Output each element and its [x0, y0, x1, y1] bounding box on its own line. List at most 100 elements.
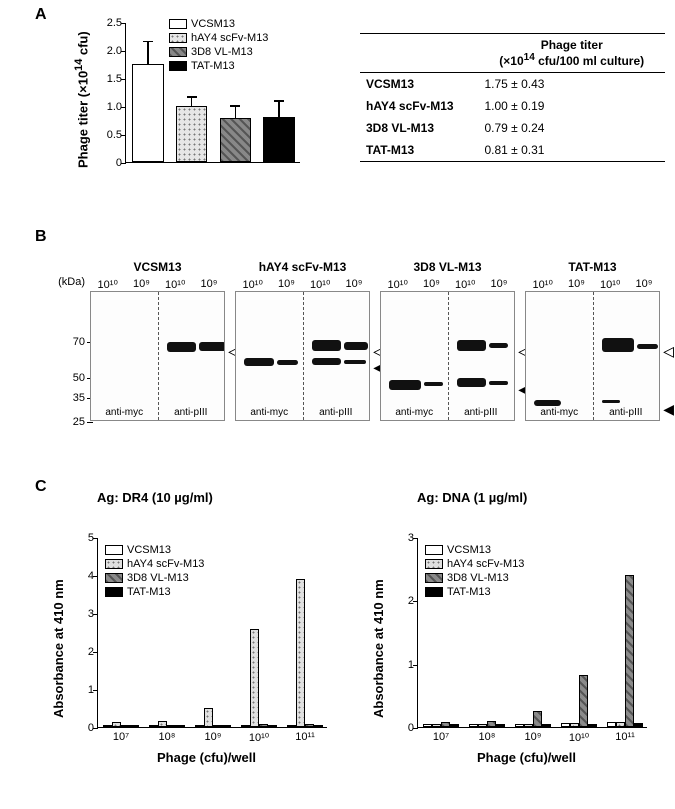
band [344, 342, 368, 350]
table-cell-value: 1.00 ± 0.19 [478, 95, 665, 117]
kda-mark: 25 [73, 416, 85, 428]
legend-item: hAY4 scFv-M13 [425, 558, 524, 570]
blot-group: VCSM1310¹⁰10⁹10¹⁰10⁹anti-mycanti-pIII◁ [90, 260, 225, 421]
bar [130, 725, 139, 727]
phage-titer-bar-chart: Phage titer (×1014 cfu) 00.51.01.52.02.5… [75, 18, 325, 188]
chart-xlabel: Phage (cfu)/well [477, 750, 576, 765]
xtick: 10¹¹ [615, 727, 635, 743]
lane-label: 10¹⁰ [243, 278, 263, 291]
bar [432, 724, 441, 727]
xtick: 10¹¹ [295, 727, 315, 743]
lane-labels: 10¹⁰10⁹10¹⁰10⁹ [380, 278, 515, 291]
table-header-titer: Phage titer (×1014 cfu/100 ml culture) [478, 34, 665, 73]
xtick: 10¹⁰ [569, 727, 589, 744]
legend-item: TAT-M13 [169, 60, 268, 72]
bar [441, 722, 450, 727]
anti-myc-label: anti-myc [91, 407, 158, 418]
band [457, 378, 487, 387]
bar [496, 724, 505, 727]
bar [616, 722, 625, 727]
bar [121, 725, 130, 727]
anti-myc-label: anti-myc [236, 407, 303, 418]
band [167, 342, 197, 352]
legend-item: TAT-M13 [105, 586, 204, 598]
legend-label: hAY4 scFv-M13 [447, 558, 524, 570]
legend-label: 3D8 VL-M13 [447, 572, 509, 584]
bar [579, 675, 588, 727]
legend-item: hAY4 scFv-M13 [105, 558, 204, 570]
hdr-post: cfu/100 ml culture) [535, 54, 644, 68]
bar [195, 725, 204, 727]
chart-title: Ag: DNA (1 µg/ml) [417, 490, 527, 505]
anti-piii-label: anti-pIII [158, 407, 225, 418]
panel-b: (kDa) 70503525 VCSM1310¹⁰10⁹10¹⁰10⁹anti-… [35, 230, 665, 460]
blot-group: 3D8 VL-M1310¹⁰10⁹10¹⁰10⁹anti-mycanti-pII… [380, 260, 515, 421]
ylabel-text-2: cfu) [75, 31, 90, 58]
chart-ylabel: Absorbance at 410 nm [371, 579, 386, 718]
legend-label: hAY4 scFv-M13 [191, 32, 268, 44]
chart-a-legend: VCSM13 hAY4 scFv-M13 3D8 VL-M13 TAT-M13 [169, 18, 268, 74]
bar [213, 725, 222, 727]
bar [259, 724, 268, 727]
table-cell-name: TAT-M13 [360, 139, 478, 162]
hdr-pre: (×10 [499, 54, 523, 68]
bar [533, 711, 542, 727]
xtick: 10¹⁰ [249, 727, 269, 744]
band [424, 382, 443, 386]
lane-label: 10⁹ [345, 278, 362, 291]
blot-title: TAT-M13 [525, 260, 660, 274]
legend-swatch [169, 19, 187, 29]
chart-xlabel: Phage (cfu)/well [157, 750, 256, 765]
bar-VCSM13 [132, 64, 164, 162]
band [602, 338, 634, 352]
legend-label: VCSM13 [191, 18, 235, 30]
legend-swatch [425, 587, 443, 597]
bar [524, 724, 533, 727]
bar [487, 721, 496, 727]
lane-label: 10⁹ [490, 278, 507, 291]
anti-piii-label: anti-pIII [448, 407, 515, 418]
blot-bottom-labels: anti-mycanti-pIII [526, 407, 659, 418]
bar [268, 725, 277, 727]
band [489, 343, 508, 348]
bar [241, 725, 250, 727]
band [602, 400, 621, 403]
band [637, 344, 659, 349]
band [344, 360, 366, 364]
legend-swatch [105, 573, 123, 583]
legend-item: 3D8 VL-M13 [169, 46, 268, 58]
legend-item: 3D8 VL-M13 [425, 572, 524, 584]
bar [450, 724, 459, 727]
blot-bottom-labels: anti-mycanti-pIII [91, 407, 224, 418]
ylabel-text: Phage titer (×10 [75, 71, 90, 168]
kda-header: (kDa) [58, 276, 85, 288]
xtick: 10⁹ [205, 727, 222, 743]
band [199, 342, 225, 351]
table-header-row: Phage titer (×1014 cfu/100 ml culture) [360, 34, 665, 73]
anti-myc-label: anti-myc [381, 407, 448, 418]
phage-titer-table: Phage titer (×1014 cfu/100 ml culture) V… [360, 33, 665, 162]
lane-label: 10¹⁰ [98, 278, 118, 291]
ylabel-sup: 14 [73, 59, 85, 71]
table-row: TAT-M130.81 ± 0.31 [360, 139, 665, 162]
legend-item: 3D8 VL-M13 [105, 572, 204, 584]
xtick: 10⁸ [159, 727, 176, 743]
legend-item: TAT-M13 [425, 586, 524, 598]
bar [305, 724, 314, 727]
legend-item: VCSM13 [425, 544, 524, 556]
bar [296, 579, 305, 727]
blot-title: hAY4 scFv-M13 [235, 260, 370, 274]
table-header-line1: Phage titer [484, 38, 659, 52]
lane-label: 10⁹ [278, 278, 295, 291]
lane-label: 10¹⁰ [600, 278, 620, 291]
band [389, 380, 421, 390]
bar [570, 723, 579, 727]
band [489, 381, 508, 385]
blot-image: anti-mycanti-pIII [380, 291, 515, 421]
bar [103, 725, 112, 727]
legend-item: VCSM13 [169, 18, 268, 30]
blot-bottom-labels: anti-mycanti-pIII [236, 407, 369, 418]
legend-label: VCSM13 [447, 544, 491, 556]
panel-a: Phage titer (×1014 cfu) 00.51.01.52.02.5… [35, 8, 665, 203]
bar [112, 722, 121, 727]
